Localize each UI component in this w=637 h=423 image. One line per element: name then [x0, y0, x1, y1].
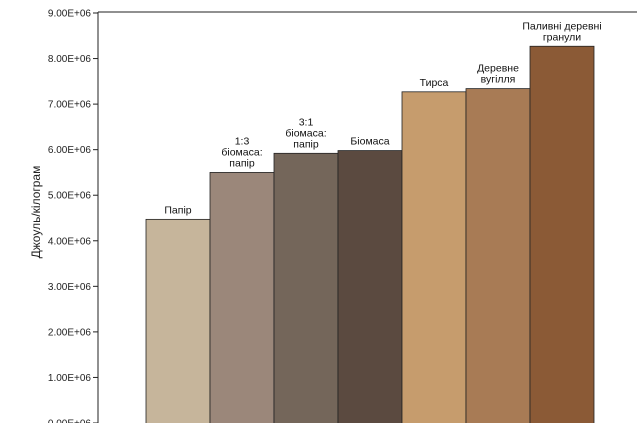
bar-labels: Папір 1:3 біомаса: папір 3:1 біомаса: папір Біо… [164, 20, 601, 216]
y-tick-label: 0.00E+06 [48, 419, 92, 423]
y-tick-label: 5.00E+06 [48, 191, 92, 202]
bar-label-7: Паливні деревні гранули [522, 20, 601, 43]
bar-label-3: 3:1 біомаса: папір [285, 116, 326, 150]
bars [145, 45, 595, 423]
bar-label-5: Тирса [420, 77, 449, 89]
y-tick-label: 6.00E+06 [48, 145, 92, 156]
bar-7 [529, 45, 595, 423]
bar-label-2: 1:3 біомаса: папір [221, 135, 262, 169]
bar-2 [209, 172, 275, 423]
y-tick-label: 7.00E+06 [48, 100, 92, 111]
y-tick-label: 4.00E+06 [48, 236, 92, 247]
bar-label-4: Біомаса [350, 136, 389, 148]
y-tick-label: 9.00E+06 [48, 9, 92, 20]
y-tick-label: 8.00E+06 [48, 54, 92, 65]
bar-5 [401, 91, 467, 423]
bar-label-1: Папір [164, 204, 191, 216]
bar-6 [465, 88, 531, 423]
y-tick-label: 1.00E+06 [48, 373, 92, 384]
bar-4 [337, 150, 403, 423]
bar-label-6: Деревне вугілля [477, 63, 519, 86]
y-axis-label: Джоуль/кілограм [29, 166, 43, 259]
bar-1 [145, 218, 211, 423]
y-tick-label: 3.00E+06 [48, 282, 92, 293]
y-tick-label: 2.00E+06 [48, 327, 92, 338]
y-axis-ticks: 0.00E+06 1.00E+06 2.00E+06 3.00E+06 4.00E+06… [48, 9, 98, 423]
bar-3 [273, 152, 339, 423]
